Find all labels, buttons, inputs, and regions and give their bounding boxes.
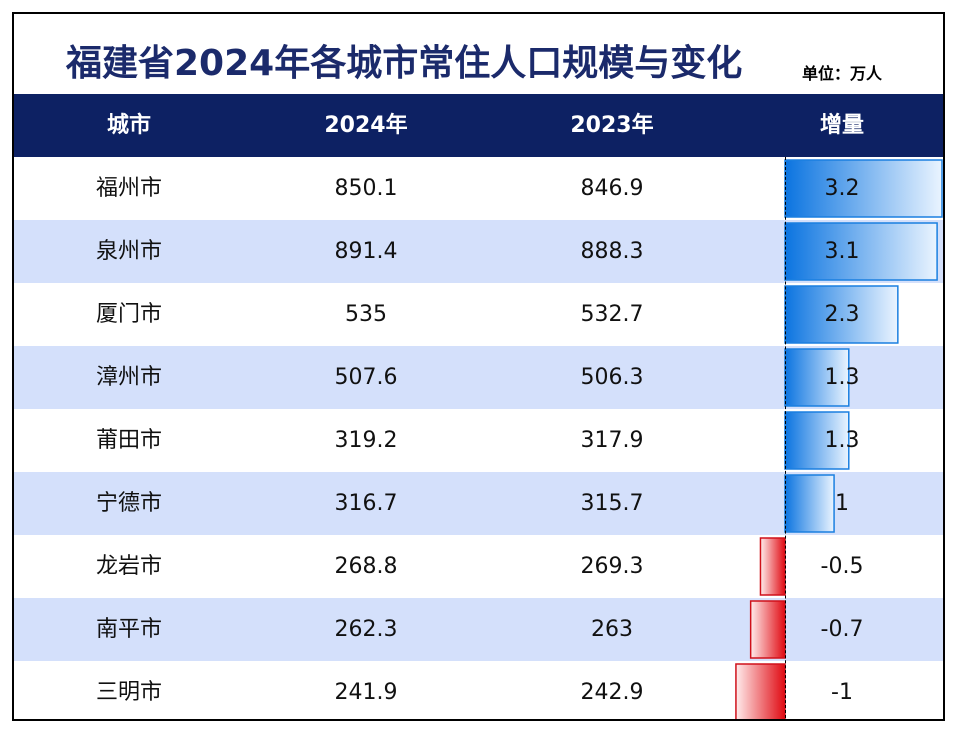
cell-2023: 888.3: [580, 239, 644, 264]
increase-bar-3: [784, 348, 850, 407]
cell-increase: 1.3: [824, 428, 860, 453]
cell-2023: 315.7: [580, 491, 644, 516]
cell-2024: 319.2: [334, 428, 398, 453]
table-row: 福州市 850.1 846.9: [14, 157, 943, 220]
cell-city: 宁德市: [95, 491, 162, 516]
cell-city: 漳州市: [95, 365, 162, 390]
cell-2024: 268.8: [334, 554, 398, 579]
cell-city: 泉州市: [95, 239, 162, 264]
header-2024: 2024年: [324, 113, 408, 138]
cell-increase: 1.3: [824, 365, 860, 390]
cell-2023: 317.9: [580, 428, 644, 453]
header-city: 城市: [106, 113, 151, 138]
cell-2024: 850.1: [334, 176, 398, 201]
cell-2023: 506.3: [580, 365, 644, 390]
cell-city: 厦门市: [95, 302, 162, 327]
cell-city: 南平市: [95, 617, 162, 642]
cell-2023: 263: [591, 617, 633, 642]
header-2023: 2023年: [570, 113, 654, 138]
chart-title: 福建省2024年各城市常住人口规模与变化: [66, 43, 743, 84]
cell-city: 三明市: [95, 680, 162, 705]
table-header: 城市 2024年 2023年 增量: [14, 94, 943, 157]
cell-2024: 262.3: [334, 617, 398, 642]
increase-bar-8: [735, 663, 786, 719]
cell-city: 龙岩市: [95, 554, 162, 579]
table-row: 莆田市 319.2 317.9: [14, 409, 943, 472]
increase-bar-2: [784, 285, 899, 344]
cell-2023: 269.3: [580, 554, 644, 579]
cell-increase: 3.1: [824, 239, 860, 264]
table-row: 三明市 241.9 242.9: [14, 661, 943, 719]
cell-2024: 507.6: [334, 365, 398, 390]
table-row: 南平市 262.3 263: [14, 598, 943, 661]
cell-2023: 242.9: [580, 680, 644, 705]
cell-increase: 2.3: [824, 302, 860, 327]
zero-axis-line: [785, 157, 786, 719]
increase-bar-0: [784, 159, 943, 218]
increase-bar-5: [784, 474, 835, 533]
header-increase: 增量: [819, 113, 864, 138]
cell-city: 莆田市: [95, 428, 162, 453]
cell-increase: 1: [835, 491, 849, 516]
cell-city: 福州市: [95, 176, 162, 201]
increase-bars: [735, 159, 943, 719]
table-row: 龙岩市 268.8 269.3: [14, 535, 943, 598]
cell-2023: 846.9: [580, 176, 644, 201]
cell-2023: 532.7: [580, 302, 644, 327]
cell-increase: -0.7: [820, 617, 864, 642]
cell-2024: 316.7: [334, 491, 398, 516]
cell-2024: 891.4: [334, 239, 398, 264]
cell-increase: 3.2: [824, 176, 860, 201]
table-row: 厦门市 535 532.7: [14, 283, 943, 346]
table-frame: 福建省2024年各城市常住人口规模与变化 单位：万人 城市 2024年 2023…: [12, 12, 945, 721]
cell-2024: 535: [345, 302, 387, 327]
unit-label: 单位：万人: [802, 64, 883, 83]
cell-2024: 241.9: [334, 680, 398, 705]
cell-increase: -1: [831, 680, 853, 705]
cell-increase: -0.5: [820, 554, 864, 579]
